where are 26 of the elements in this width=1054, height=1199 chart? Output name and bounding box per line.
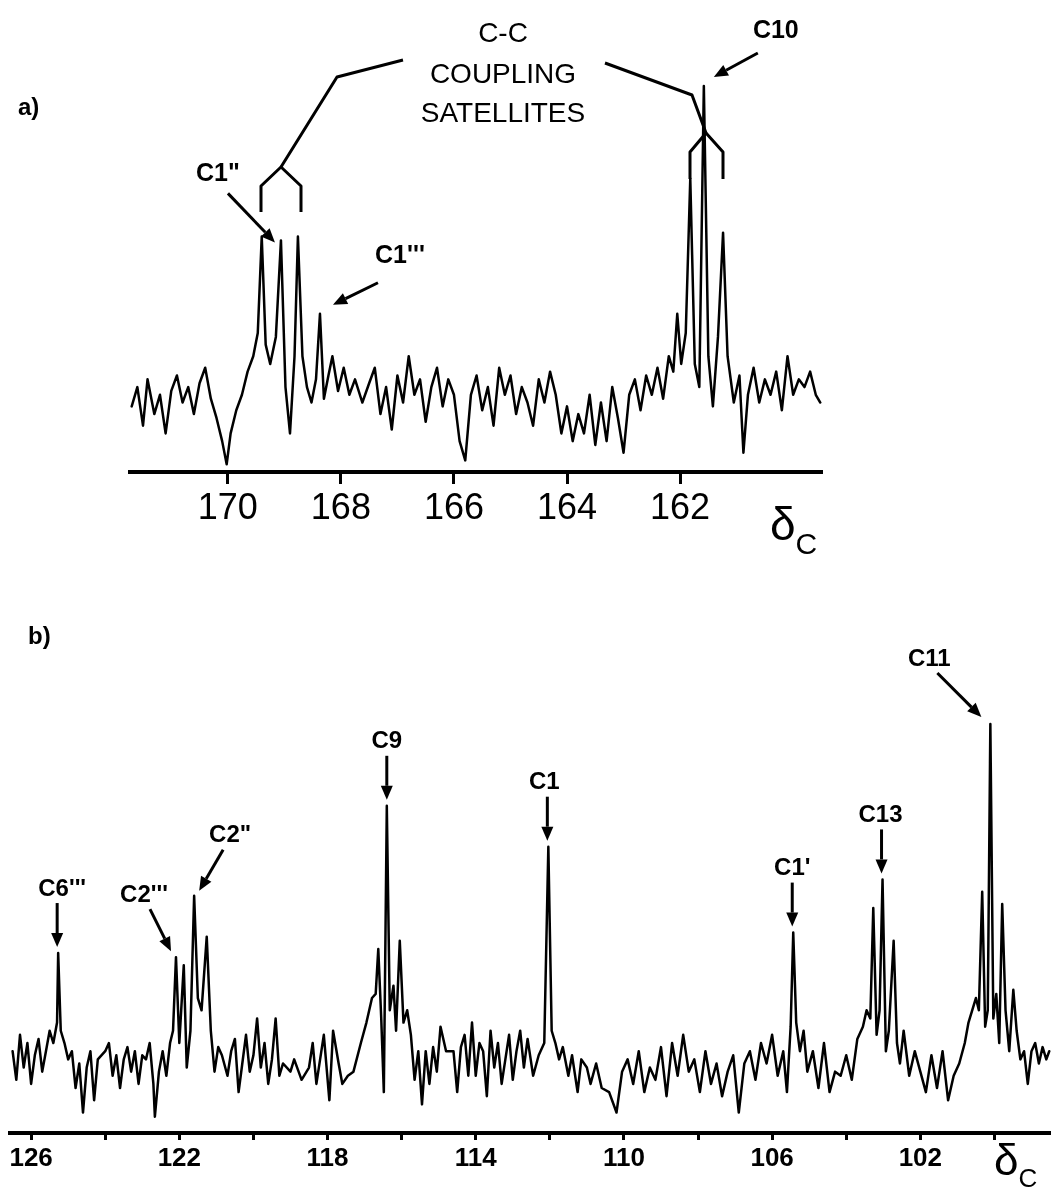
annotation: C1': [774, 853, 811, 881]
annotation: C1''': [375, 239, 425, 268]
annotation: C-C COUPLING SATELLITES: [420, 16, 586, 128]
x-tick-label: 114: [454, 1141, 498, 1172]
chart-title: a): [18, 92, 40, 120]
annotation: C11: [908, 643, 951, 671]
x-tick-label: 164: [536, 485, 598, 527]
x-tick-label: 102: [898, 1141, 943, 1172]
x-tick-label: 106: [750, 1141, 794, 1172]
annotation: C2''': [120, 879, 168, 907]
annotation: C13: [858, 800, 903, 828]
chart-title: b): [28, 621, 51, 649]
annotation: C1: [529, 767, 560, 795]
annotation: C1": [196, 158, 240, 187]
annotation: C6''': [38, 873, 87, 901]
x-tick-label: 166: [423, 485, 484, 527]
x-tick-label: 110: [602, 1141, 645, 1172]
annotation: C10: [752, 14, 799, 43]
annotation: C9: [371, 726, 403, 754]
x-tick-label: 168: [310, 485, 371, 527]
x-tick-label: 118: [306, 1141, 349, 1172]
x-tick-label: 126: [9, 1141, 53, 1172]
annotation: C2": [209, 820, 252, 848]
x-tick-label: 162: [650, 485, 711, 527]
x-tick-label: 122: [157, 1141, 202, 1172]
x-tick-label: 170: [197, 485, 258, 527]
